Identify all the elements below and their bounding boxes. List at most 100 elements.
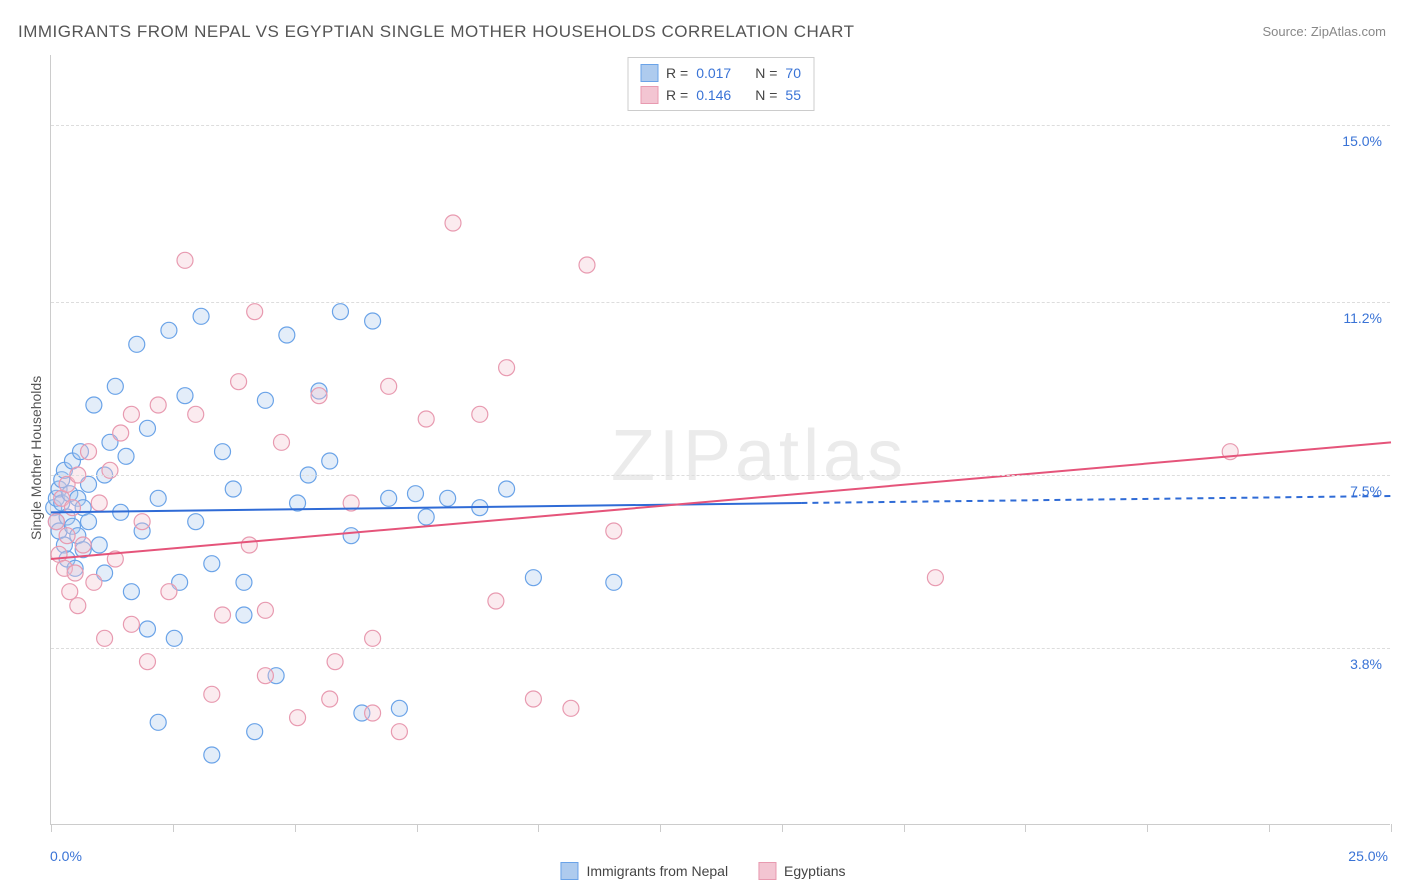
scatter-point (391, 724, 407, 740)
scatter-point (193, 308, 209, 324)
scatter-point (177, 252, 193, 268)
gridline (51, 475, 1390, 476)
scatter-point (118, 448, 134, 464)
scatter-point (327, 654, 343, 670)
scatter-point (407, 486, 423, 502)
scatter-point (129, 336, 145, 352)
scatter-point (70, 598, 86, 614)
scatter-point (236, 607, 252, 623)
legend-item-2: Egyptians (758, 862, 845, 880)
scatter-point (204, 686, 220, 702)
scatter-point (606, 574, 622, 590)
scatter-point (188, 406, 204, 422)
scatter-point (488, 593, 504, 609)
swatch-series-2 (640, 86, 658, 104)
scatter-point (48, 514, 64, 530)
x-tick (660, 824, 661, 832)
scatter-point (322, 691, 338, 707)
scatter-point (440, 490, 456, 506)
x-tick (1391, 824, 1392, 832)
stat-n-value-2: 55 (785, 87, 801, 103)
y-tick-label: 15.0% (1342, 133, 1382, 149)
x-tick (1269, 824, 1270, 832)
scatter-point (64, 500, 80, 516)
scatter-point (204, 747, 220, 763)
x-tick (417, 824, 418, 832)
swatch-series-1 (640, 64, 658, 82)
scatter-point (75, 537, 91, 553)
scatter-point (150, 397, 166, 413)
x-tick (904, 824, 905, 832)
scatter-point (139, 420, 155, 436)
stat-n-label: N = (755, 65, 777, 81)
stat-n-value-1: 70 (785, 65, 801, 81)
scatter-point (241, 537, 257, 553)
scatter-point (257, 392, 273, 408)
scatter-point (445, 215, 461, 231)
scatter-point (86, 397, 102, 413)
legend-item-1: Immigrants from Nepal (560, 862, 728, 880)
scatter-point (81, 514, 97, 530)
scatter-point (381, 378, 397, 394)
scatter-point (257, 602, 273, 618)
scatter-point (139, 621, 155, 637)
scatter-point (150, 714, 166, 730)
scatter-point (311, 388, 327, 404)
scatter-point (97, 630, 113, 646)
scatter-point (525, 570, 541, 586)
scatter-point (59, 528, 75, 544)
scatter-point (365, 313, 381, 329)
trend-line-extrapolated (801, 496, 1391, 503)
scatter-point (290, 710, 306, 726)
gridline (51, 648, 1390, 649)
scatter-point (161, 584, 177, 600)
scatter-point (215, 607, 231, 623)
plot-area: ZIPatlas R = 0.017 N = 70 R = 0.146 N = … (50, 55, 1390, 825)
scatter-point (139, 654, 155, 670)
scatter-point (247, 304, 263, 320)
y-tick-label: 11.2% (1343, 310, 1382, 326)
scatter-point (279, 327, 295, 343)
scatter-point (225, 481, 241, 497)
stat-r-label: R = (666, 65, 688, 81)
scatter-point (161, 322, 177, 338)
scatter-point (81, 444, 97, 460)
scatter-point (332, 304, 348, 320)
scatter-point (188, 514, 204, 530)
scatter-point (134, 514, 150, 530)
scatter-point (62, 584, 78, 600)
scatter-point (273, 434, 289, 450)
stat-row-series-1: R = 0.017 N = 70 (640, 62, 801, 84)
x-tick (1147, 824, 1148, 832)
scatter-point (499, 360, 515, 376)
scatter-point (91, 537, 107, 553)
scatter-point (418, 509, 434, 525)
stat-legend: R = 0.017 N = 70 R = 0.146 N = 55 (627, 57, 814, 111)
scatter-point (365, 705, 381, 721)
source-attribution: Source: ZipAtlas.com (1262, 24, 1386, 39)
scatter-point (231, 374, 247, 390)
scatter-point (236, 574, 252, 590)
chart-svg (51, 55, 1390, 824)
scatter-point (107, 378, 123, 394)
x-tick (538, 824, 539, 832)
scatter-point (123, 616, 139, 632)
stat-r-value-2: 0.146 (696, 87, 731, 103)
scatter-point (177, 388, 193, 404)
stat-r-value-1: 0.017 (696, 65, 731, 81)
scatter-point (86, 574, 102, 590)
scatter-point (215, 444, 231, 460)
trend-line (51, 442, 1391, 559)
scatter-point (166, 630, 182, 646)
y-tick-label: 3.8% (1350, 656, 1382, 672)
scatter-point (257, 668, 273, 684)
scatter-point (113, 425, 129, 441)
stat-r-label: R = (666, 87, 688, 103)
scatter-point (91, 495, 107, 511)
x-tick (295, 824, 296, 832)
x-tick (782, 824, 783, 832)
scatter-point (579, 257, 595, 273)
gridline (51, 302, 1390, 303)
bottom-legend: Immigrants from Nepal Egyptians (560, 862, 845, 880)
chart-title: IMMIGRANTS FROM NEPAL VS EGYPTIAN SINGLE… (18, 22, 854, 42)
